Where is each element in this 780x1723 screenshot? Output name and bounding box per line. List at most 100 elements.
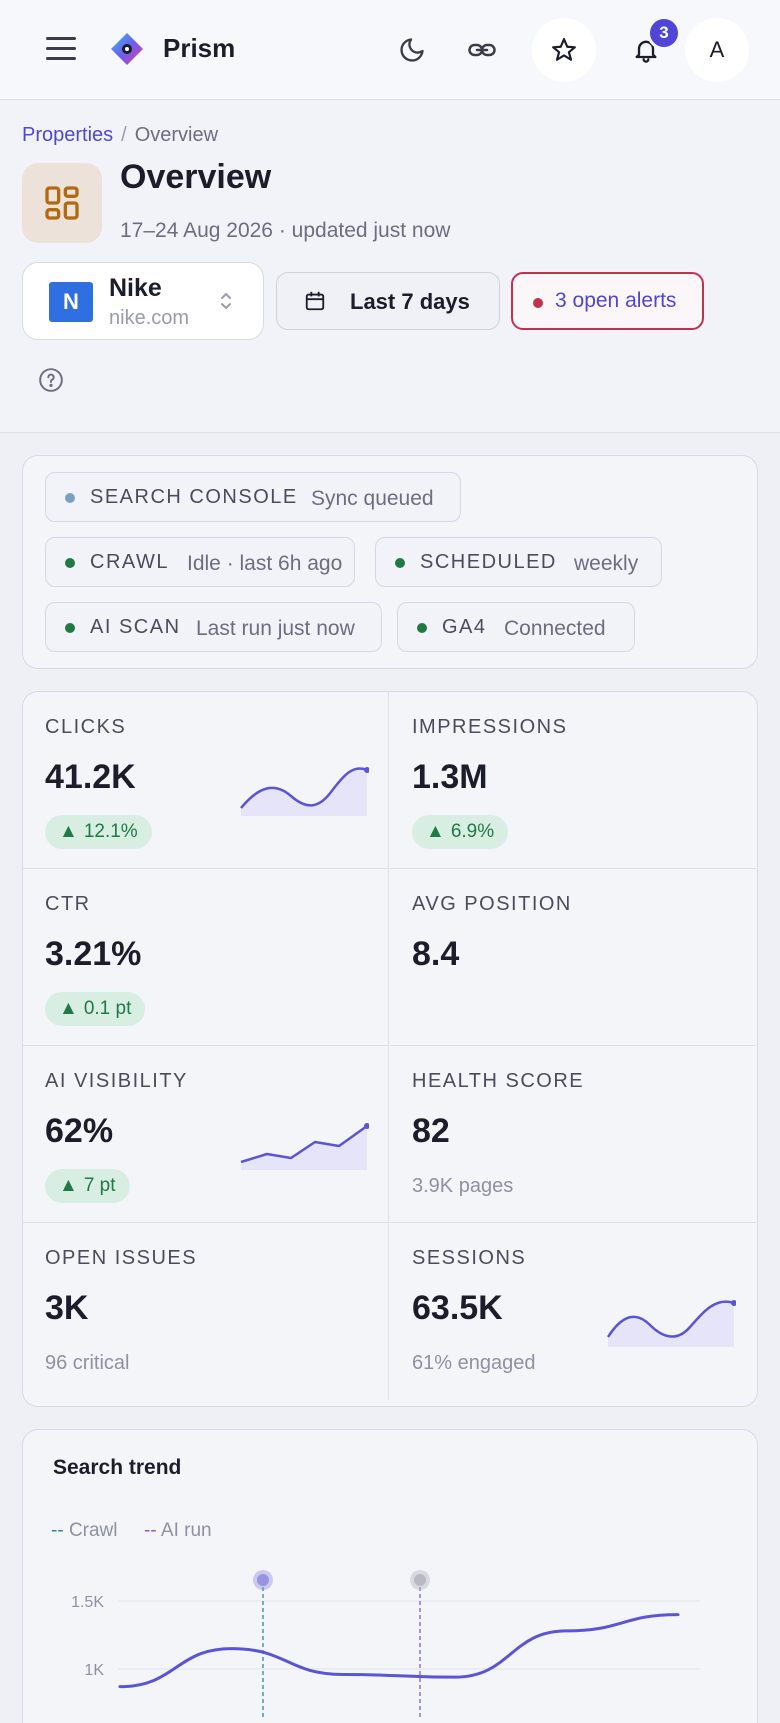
status-dot <box>417 623 427 633</box>
kpi-open-issues[interactable]: OPEN ISSUES 3K 96 critical <box>23 1223 389 1400</box>
breadcrumb-separator: / <box>121 124 127 146</box>
kpi-value: 62% <box>45 1112 114 1150</box>
kpi-label: CLICKS <box>45 716 127 738</box>
kpi-value: 3.21% <box>45 935 142 973</box>
up-triangle-icon: ▲ <box>426 821 445 842</box>
kpi-sessions[interactable]: SESSIONS 63.5K 61% engaged <box>390 1223 756 1400</box>
property-name: Nike <box>109 274 162 302</box>
breadcrumb-current: Overview <box>134 124 219 146</box>
integration-name: AI SCAN <box>90 616 181 638</box>
legend-ai-run-label: AI run <box>160 1520 212 1541</box>
kpi-delta: ▲ 12.1% <box>45 815 152 849</box>
notification-badge: 3 <box>647 16 681 50</box>
ai-visibility-sparkline <box>240 1123 369 1170</box>
kpi-value: 41.2K <box>45 758 136 796</box>
up-triangle-icon: ▲ <box>59 821 78 842</box>
menu-icon[interactable] <box>46 36 76 62</box>
status-dot <box>65 493 75 503</box>
kpi-delta-value: 7 pt <box>83 1175 116 1196</box>
kpi-note: 3.9K pages <box>412 1175 514 1197</box>
calendar-icon <box>305 291 325 311</box>
chevron-up-down-icon <box>221 292 231 310</box>
up-triangle-icon: ▲ <box>59 998 78 1019</box>
prism-logo-icon <box>111 33 143 65</box>
page-title: Overview <box>120 158 272 196</box>
theme-toggle-button[interactable] <box>380 18 444 82</box>
trend-title: Search trend <box>53 1456 182 1479</box>
legend-crawl-swatch: -- <box>51 1520 64 1541</box>
open-alerts-button[interactable]: 3 open alerts <box>511 272 704 330</box>
breadcrumb: Properties / Overview <box>22 124 218 147</box>
open-alerts-label: 3 open alerts <box>555 289 677 312</box>
kpi-label: AVG POSITION <box>412 893 572 915</box>
integration-status: Sync queued <box>311 487 434 510</box>
legend-crawl-label: Crawl <box>68 1520 118 1541</box>
kpi-ai-visibility[interactable]: AI VISIBILITY 62% ▲ 7 pt <box>23 1046 389 1223</box>
up-triangle-icon: ▲ <box>59 1175 78 1196</box>
kpi-impressions[interactable]: IMPRESSIONS 1.3M ▲ 6.9% <box>390 692 756 869</box>
y-tick-label: 1.5K <box>71 1594 104 1611</box>
kpi-delta: ▲ 6.9% <box>412 815 509 849</box>
ai-run-marker-dot <box>414 1574 426 1586</box>
kpi-avg-position[interactable]: AVG POSITION 8.4 <box>390 869 756 1046</box>
y-tick-label: 1K <box>84 1662 104 1679</box>
integration-chip-ga4[interactable]: GA4 Connected <box>397 602 635 652</box>
integration-status: weekly <box>574 552 639 575</box>
kpi-value: 8.4 <box>412 935 460 973</box>
date-range-button[interactable]: Last 7 days <box>276 272 500 330</box>
clicks-sparkline <box>240 767 369 816</box>
kpi-note: 61% engaged <box>412 1352 536 1374</box>
property-logo: N <box>49 282 93 322</box>
kpi-health-score[interactable]: HEALTH SCORE 82 3.9K pages <box>390 1046 756 1223</box>
integration-chip-scheduled[interactable]: SCHEDULED weekly <box>375 537 662 587</box>
date-range-label: Last 7 days <box>350 289 470 314</box>
overview-page-icon <box>22 163 102 243</box>
crawl-marker-dot <box>257 1574 269 1586</box>
legend-ai-run[interactable]: -- AI run <box>144 1520 212 1542</box>
status-dot <box>65 558 75 568</box>
top-bar: Prism 3 A <box>0 0 780 100</box>
kpi-note: 96 critical <box>45 1352 130 1374</box>
kpi-delta-value: 6.9% <box>450 821 495 842</box>
breadcrumb-properties-link[interactable]: Properties <box>22 124 114 146</box>
avatar[interactable]: A <box>685 18 749 82</box>
integration-status: Connected <box>504 617 606 640</box>
copy-link-button[interactable] <box>450 18 514 82</box>
kpi-label: OPEN ISSUES <box>45 1247 198 1269</box>
dashboard-grid-icon <box>45 186 79 220</box>
integration-chip-search-console[interactable]: SEARCH CONSOLE Sync queued <box>45 472 461 522</box>
integration-chip-ai-scan[interactable]: AI SCAN Last run just now <box>45 602 382 652</box>
kpi-label: IMPRESSIONS <box>412 716 568 738</box>
series-line <box>118 1613 680 1689</box>
status-dot <box>65 623 75 633</box>
kpi-value: 1.3M <box>412 758 488 796</box>
kpi-delta: ▲ 7 pt <box>45 1169 130 1203</box>
kpi-ctr[interactable]: CTR 3.21% ▲ 0.1 pt <box>23 869 389 1046</box>
kpi-label: CTR <box>45 893 91 915</box>
page-subtitle: 17–24 Aug 2026 · updated just now <box>120 219 451 242</box>
status-dot <box>395 558 405 568</box>
property-domain: nike.com <box>109 307 190 329</box>
search-trend-chart: 1.5K 1K <box>71 1570 700 1720</box>
sessions-sparkline <box>606 1300 736 1347</box>
kpi-delta-value: 12.1% <box>83 821 138 842</box>
kpi-grid: CLICKS 41.2K ▲ 12.1% IMPRESSIONS 1.3M ▲ 6.… <box>22 691 758 1407</box>
integration-name: SCHEDULED <box>420 551 557 573</box>
kpi-value: 63.5K <box>412 1289 503 1327</box>
kpi-clicks[interactable]: CLICKS 41.2K ▲ 12.1% <box>23 692 389 869</box>
integration-name: GA4 <box>442 616 487 638</box>
legend-crawl[interactable]: -- Crawl <box>51 1520 118 1542</box>
integration-status: Idle · last 6h ago <box>187 552 343 575</box>
kpi-label: HEALTH SCORE <box>412 1070 585 1092</box>
integration-status: Last run just now <box>196 617 355 640</box>
star-icon <box>552 38 576 61</box>
app-name: Prism <box>163 33 236 63</box>
favorite-button[interactable] <box>532 18 596 82</box>
kpi-label: AI VISIBILITY <box>45 1070 188 1092</box>
integration-chip-crawl[interactable]: CRAWL Idle · last 6h ago <box>45 537 355 587</box>
link-icon <box>468 43 496 57</box>
moon-icon <box>400 38 424 62</box>
help-icon[interactable] <box>38 367 64 393</box>
property-selector[interactable]: N Nike nike.com <box>22 262 264 340</box>
kpi-value: 82 <box>412 1112 450 1150</box>
